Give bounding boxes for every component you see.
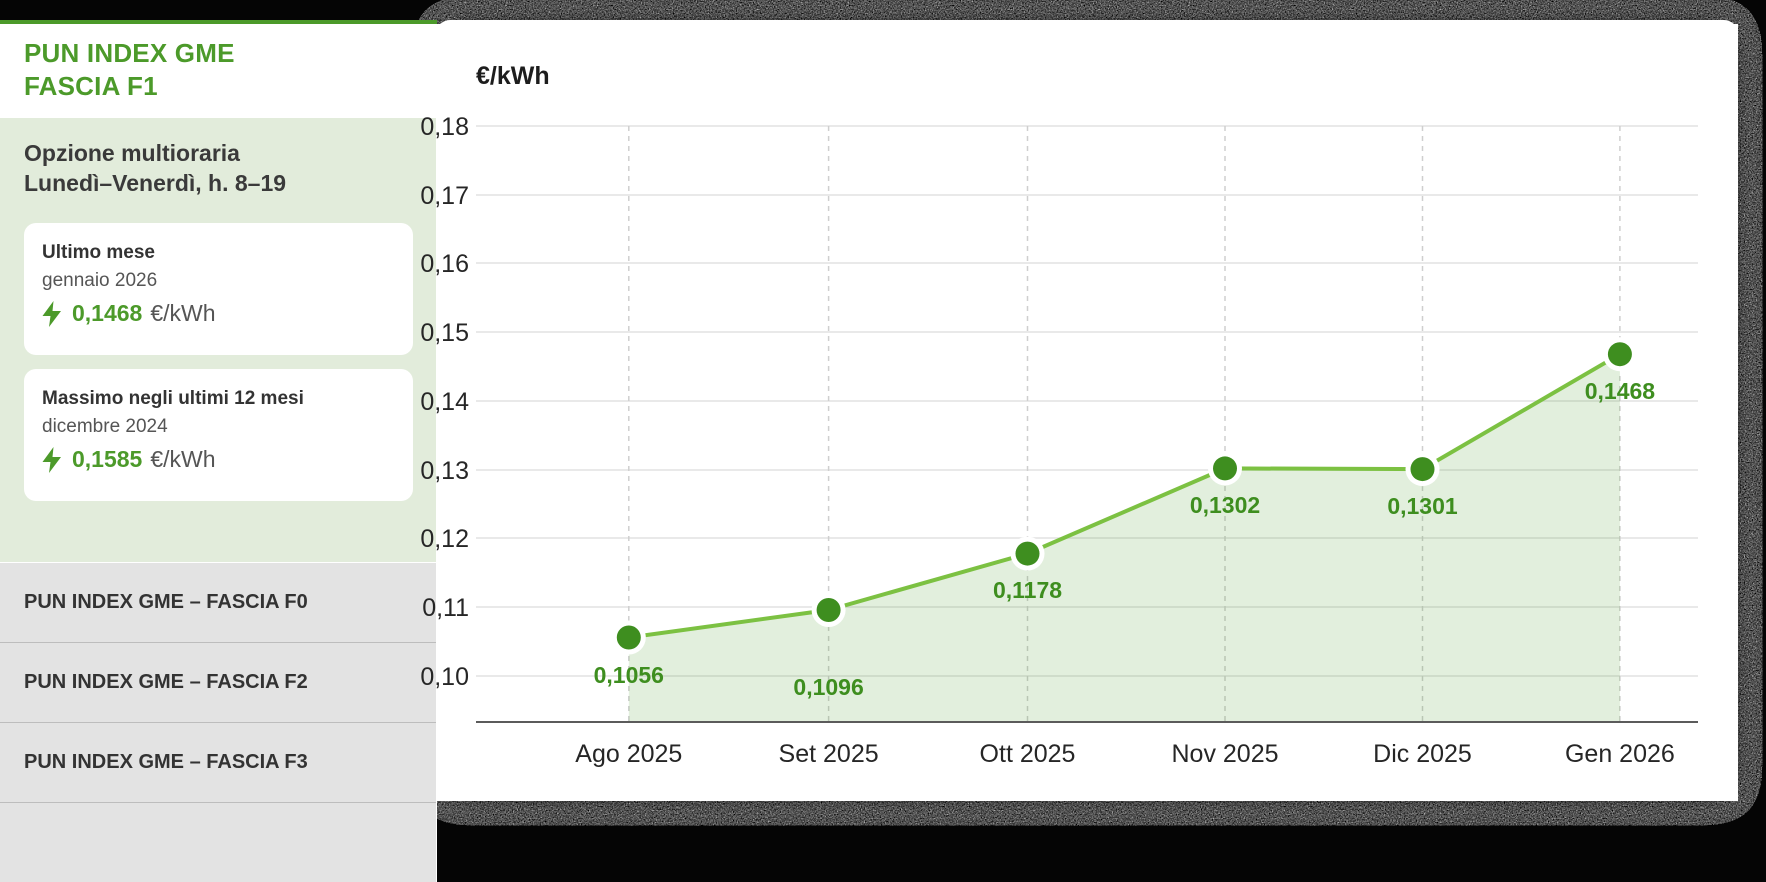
svg-text:0,1468: 0,1468 [1585,378,1656,404]
svg-text:0,17: 0,17 [420,182,469,210]
svg-text:0,18: 0,18 [420,113,469,141]
svg-text:0,10: 0,10 [420,663,469,691]
svg-text:Ago 2025: Ago 2025 [575,740,682,768]
svg-text:0,11: 0,11 [422,594,469,622]
svg-text:0,1302: 0,1302 [1190,492,1260,518]
svg-text:Ott 2025: Ott 2025 [980,740,1076,768]
svg-text:0,1178: 0,1178 [993,577,1062,603]
svg-text:0,12: 0,12 [420,525,469,553]
svg-text:0,16: 0,16 [420,250,469,278]
svg-text:Gen 2026: Gen 2026 [1565,740,1675,768]
svg-text:0,1056: 0,1056 [594,662,664,688]
svg-text:Nov 2025: Nov 2025 [1171,740,1278,768]
svg-text:Dic 2025: Dic 2025 [1373,740,1472,768]
svg-text:0,13: 0,13 [420,457,469,485]
svg-text:0,1301: 0,1301 [1387,493,1458,519]
svg-text:0,1096: 0,1096 [793,674,863,700]
svg-text:0,14: 0,14 [420,388,469,416]
svg-text:Set 2025: Set 2025 [779,740,879,768]
svg-text:0,15: 0,15 [420,319,469,347]
